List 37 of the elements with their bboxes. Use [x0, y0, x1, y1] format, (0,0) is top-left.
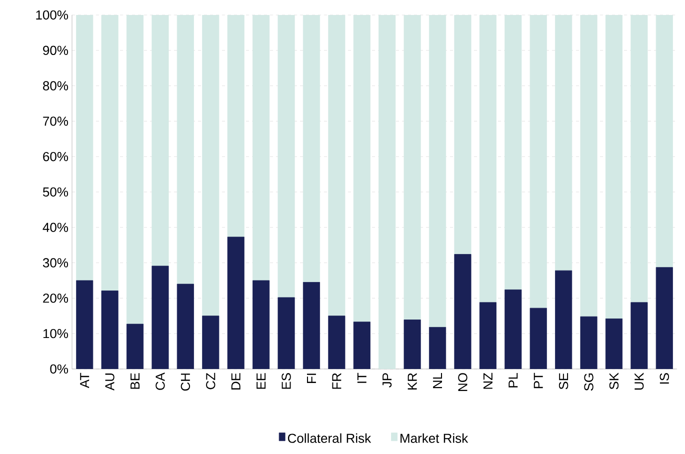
- x-tick-label: DE: [231, 373, 240, 390]
- y-tick-label: 30%: [42, 258, 68, 268]
- x-tick-label: FR: [332, 373, 342, 389]
- x-tick-label: IT: [357, 372, 366, 383]
- x-tick-label: NO: [458, 373, 468, 391]
- x-tick-label: SG: [584, 373, 594, 391]
- x-tick-label: SK: [609, 372, 619, 390]
- x-tick-label: EE: [256, 373, 266, 389]
- y-tick-label: 50%: [42, 187, 68, 197]
- legend-label: Market Risk: [400, 433, 468, 443]
- x-tick-label: SE: [558, 373, 568, 390]
- x-tick-label: CA: [156, 372, 165, 390]
- y-tick-label: 10%: [43, 328, 68, 338]
- x-tick-label: JP: [382, 373, 392, 388]
- x-tick-label: IS: [660, 373, 669, 384]
- y-tick-label: 100%: [36, 10, 68, 20]
- x-tick-label: AU: [105, 374, 114, 391]
- x-tick-label: NL: [433, 372, 442, 388]
- x-tick-label: CH: [180, 374, 190, 391]
- x-tick-label: PT: [534, 372, 543, 388]
- y-tick-label: 0%: [50, 364, 68, 374]
- x-tick-label: BE: [130, 373, 140, 389]
- x-tick-label: FI: [307, 374, 316, 384]
- x-tick-label: CZ: [206, 372, 216, 390]
- y-tick-label: 20%: [43, 294, 68, 303]
- x-tick-label: AT: [80, 372, 90, 388]
- y-tick-label: 60%: [43, 152, 68, 162]
- y-tick-label: 70%: [43, 116, 68, 126]
- x-tick-label: UK: [634, 372, 644, 390]
- x-tick-label: ES: [282, 373, 291, 389]
- legend-label: Collateral Risk: [288, 433, 372, 443]
- y-tick-label: 90%: [43, 46, 68, 55]
- y-tick-label: 40%: [42, 222, 68, 232]
- x-tick-label: KR: [408, 373, 417, 390]
- x-tick-label: PL: [508, 372, 518, 388]
- x-tick-label: NZ: [483, 372, 492, 389]
- y-tick-label: 80%: [43, 81, 68, 90]
